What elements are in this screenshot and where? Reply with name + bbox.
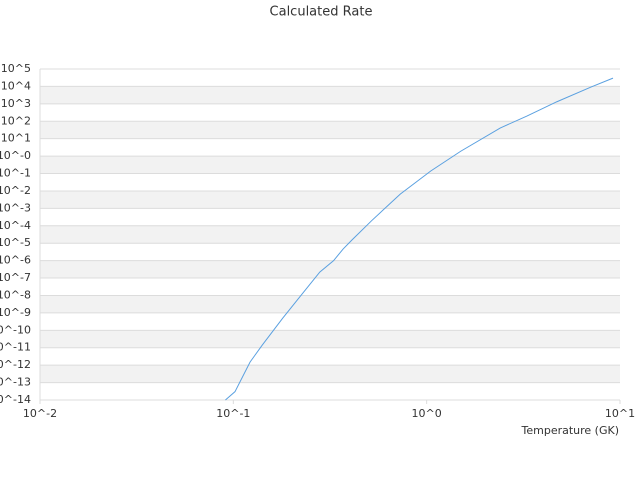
y-tick-label: 10^3 [1, 97, 31, 110]
y-tick-label: 10^-5 [0, 236, 31, 249]
y-tick-label: 10^-7 [0, 271, 31, 284]
data-line [225, 77, 614, 401]
grid-band [40, 365, 620, 383]
y-tick-label: 10^-12 [0, 358, 31, 371]
y-tick-label: 10^-11 [0, 341, 31, 354]
grid-band [40, 260, 620, 279]
y-tick-label: 10^-3 [0, 201, 31, 214]
x-tick-label: 10^-2 [23, 407, 57, 420]
y-tick-label: 10^-9 [0, 306, 31, 319]
chart-title: Calculated Rate [270, 5, 373, 20]
y-tick-label: 10^-6 [0, 254, 31, 267]
y-tick-label: 10^-10 [0, 323, 31, 336]
grid-band [40, 190, 620, 209]
y-tick-label: 10^-13 [0, 376, 31, 389]
y-tick-label: 10^-1 [0, 167, 31, 180]
grid-band [40, 156, 620, 174]
y-tick-label: 10^-14 [0, 393, 31, 406]
y-tick-label: 10^-8 [0, 288, 31, 301]
x-tick-label: 10^1 [605, 407, 635, 420]
x-tick-label: 10^-1 [216, 407, 250, 420]
y-tick-label: 10^2 [1, 114, 31, 127]
grid-band [40, 330, 620, 348]
y-tick-label: 10^5 [1, 62, 31, 75]
grid-band [40, 86, 620, 104]
y-tick-label: 10^-2 [0, 184, 31, 197]
grid-band [40, 225, 620, 244]
y-tick-label: 10^-0 [0, 149, 31, 162]
grid-band [40, 295, 620, 313]
y-tick-label: 10^-4 [0, 219, 31, 232]
x-tick-label: 10^0 [412, 407, 442, 420]
y-tick-label: 10^4 [1, 79, 31, 92]
x-axis-label: Temperature (GK) [521, 424, 620, 437]
grid-band [40, 121, 620, 139]
y-tick-label: 10^1 [1, 132, 31, 145]
